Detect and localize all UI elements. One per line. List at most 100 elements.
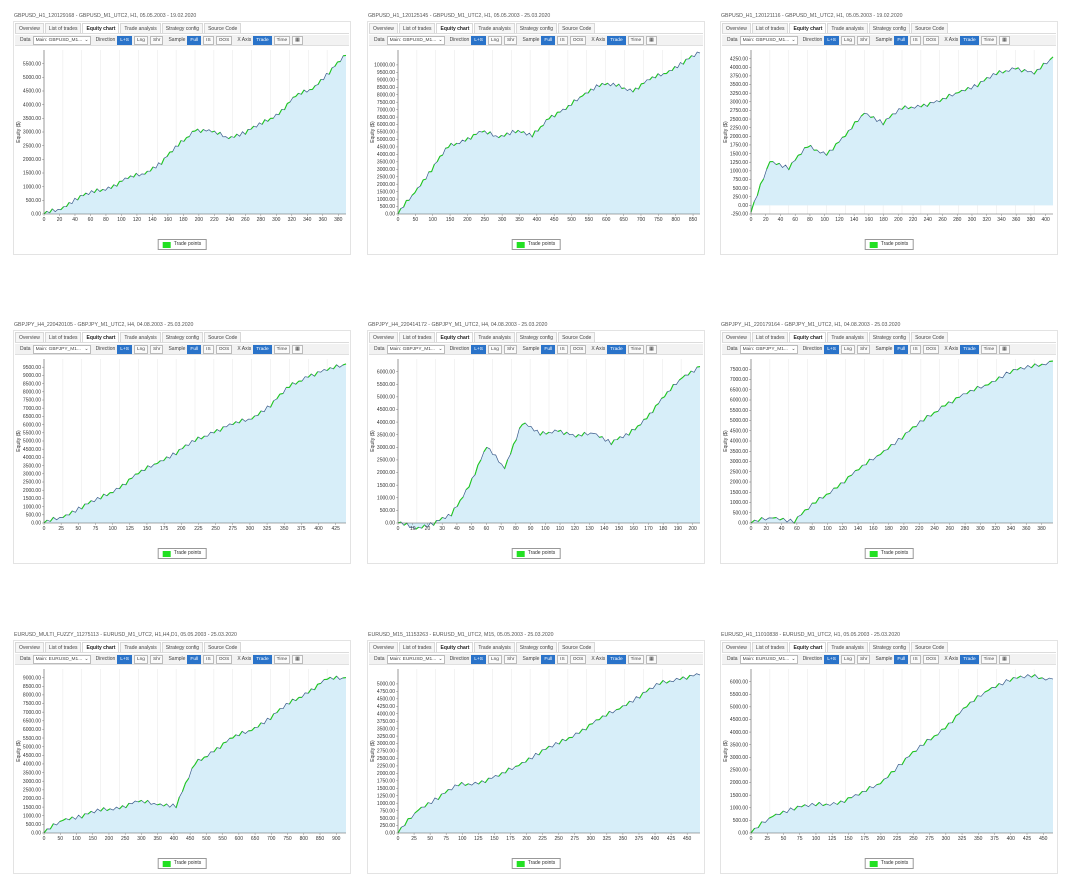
tab-strategy-config[interactable]: Strategy config [161, 332, 204, 342]
sample-button[interactable]: Full [894, 35, 909, 45]
direction-button[interactable]: L+S [471, 35, 486, 45]
tab-source-code[interactable]: Source Code [558, 332, 596, 342]
grid-icon[interactable]: ▦ [292, 35, 303, 45]
direction-button[interactable]: Shr [503, 35, 518, 45]
sample-button[interactable]: IS [557, 654, 568, 664]
tab-equity-chart[interactable]: Equity chart [436, 332, 474, 342]
tab-list-of-trades[interactable]: List of trades [398, 642, 436, 652]
tab-list-of-trades[interactable]: List of trades [398, 23, 436, 33]
tab-list-of-trades[interactable]: List of trades [44, 23, 82, 33]
sample-button[interactable]: OOS [215, 35, 233, 45]
sample-button[interactable]: IS [203, 654, 214, 664]
xaxis-button[interactable]: Time [980, 35, 998, 45]
direction-button[interactable]: L+S [824, 35, 839, 45]
tab-equity-chart[interactable]: Equity chart [789, 23, 827, 33]
tab-overview[interactable]: Overview [369, 642, 398, 652]
tab-equity-chart[interactable]: Equity chart [436, 23, 474, 33]
tab-trade-analysis[interactable]: Trade analysis [120, 332, 161, 342]
xaxis-button[interactable]: Trade [253, 344, 272, 354]
direction-button[interactable]: L+S [117, 35, 132, 45]
direction-button[interactable]: L+S [824, 654, 839, 664]
sample-button[interactable]: OOS [569, 344, 587, 354]
data-select[interactable]: Main: GBPJPY_M1... ⌄ [386, 344, 445, 354]
data-select[interactable]: Main: GBPJPY_M1... ⌄ [32, 344, 91, 354]
direction-button[interactable]: Lng [840, 344, 855, 354]
grid-icon[interactable]: ▦ [646, 35, 657, 45]
data-select[interactable]: Main: EURUSD_M1... ⌄ [739, 654, 798, 664]
data-select[interactable]: Main: GBPUSD_M1... ⌄ [739, 35, 798, 45]
chart-legend[interactable]: Trade points [864, 858, 914, 869]
xaxis-button[interactable]: Time [980, 344, 998, 354]
direction-button[interactable]: Shr [856, 344, 871, 354]
tab-source-code[interactable]: Source Code [911, 642, 949, 652]
tab-source-code[interactable]: Source Code [204, 23, 242, 33]
direction-button[interactable]: L+S [471, 344, 486, 354]
grid-icon[interactable]: ▦ [646, 654, 657, 664]
sample-button[interactable]: IS [910, 654, 921, 664]
sample-button[interactable]: OOS [922, 35, 940, 45]
chart-legend[interactable]: Trade points [511, 548, 561, 559]
grid-icon[interactable]: ▦ [999, 654, 1010, 664]
data-select[interactable]: Main: EURUSD_M1... ⌄ [32, 654, 91, 664]
sample-button[interactable]: Full [187, 344, 202, 354]
sample-button[interactable]: IS [910, 344, 921, 354]
direction-button[interactable]: Lng [487, 35, 502, 45]
sample-button[interactable]: Full [541, 654, 556, 664]
chart-legend[interactable]: Trade points [157, 239, 207, 250]
direction-button[interactable]: L+S [117, 344, 132, 354]
tab-equity-chart[interactable]: Equity chart [789, 642, 827, 652]
xaxis-button[interactable]: Trade [960, 654, 979, 664]
xaxis-button[interactable]: Time [627, 35, 645, 45]
sample-button[interactable]: IS [557, 344, 568, 354]
tab-list-of-trades[interactable]: List of trades [44, 332, 82, 342]
tab-equity-chart[interactable]: Equity chart [436, 642, 474, 652]
xaxis-button[interactable]: Trade [960, 35, 979, 45]
sample-button[interactable]: IS [910, 35, 921, 45]
tab-overview[interactable]: Overview [722, 332, 751, 342]
xaxis-button[interactable]: Time [273, 344, 291, 354]
xaxis-button[interactable]: Time [980, 654, 998, 664]
tab-trade-analysis[interactable]: Trade analysis [827, 332, 868, 342]
chart-legend[interactable]: Trade points [511, 858, 561, 869]
tab-list-of-trades[interactable]: List of trades [751, 23, 789, 33]
chart-legend[interactable]: Trade points [511, 239, 561, 250]
direction-button[interactable]: Lng [487, 344, 502, 354]
tab-strategy-config[interactable]: Strategy config [515, 332, 558, 342]
data-select[interactable]: Main: GBPJPY_M1... ⌄ [739, 344, 798, 354]
chart-legend[interactable]: Trade points [864, 548, 914, 559]
data-select[interactable]: Main: EURUSD_M1... ⌄ [386, 654, 445, 664]
tab-overview[interactable]: Overview [15, 332, 44, 342]
direction-button[interactable]: Shr [503, 344, 518, 354]
tab-source-code[interactable]: Source Code [204, 642, 242, 652]
tab-list-of-trades[interactable]: List of trades [751, 332, 789, 342]
tab-strategy-config[interactable]: Strategy config [161, 23, 204, 33]
tab-equity-chart[interactable]: Equity chart [789, 332, 827, 342]
xaxis-button[interactable]: Trade [607, 654, 626, 664]
xaxis-button[interactable]: Time [273, 654, 291, 664]
grid-icon[interactable]: ▦ [292, 344, 303, 354]
sample-button[interactable]: IS [203, 35, 214, 45]
sample-button[interactable]: OOS [569, 35, 587, 45]
tab-equity-chart[interactable]: Equity chart [82, 332, 120, 342]
tab-strategy-config[interactable]: Strategy config [868, 23, 911, 33]
tab-strategy-config[interactable]: Strategy config [515, 23, 558, 33]
tab-equity-chart[interactable]: Equity chart [82, 23, 120, 33]
xaxis-button[interactable]: Time [627, 344, 645, 354]
direction-button[interactable]: Shr [503, 654, 518, 664]
sample-button[interactable]: OOS [215, 654, 233, 664]
tab-list-of-trades[interactable]: List of trades [751, 642, 789, 652]
tab-source-code[interactable]: Source Code [911, 23, 949, 33]
tab-strategy-config[interactable]: Strategy config [868, 332, 911, 342]
tab-source-code[interactable]: Source Code [204, 332, 242, 342]
tab-overview[interactable]: Overview [722, 23, 751, 33]
direction-button[interactable]: L+S [471, 654, 486, 664]
sample-button[interactable]: OOS [922, 344, 940, 354]
tab-overview[interactable]: Overview [369, 23, 398, 33]
sample-button[interactable]: OOS [922, 654, 940, 664]
direction-button[interactable]: Shr [149, 654, 164, 664]
data-select[interactable]: Main: GBPUSD_M1... ⌄ [386, 35, 445, 45]
grid-icon[interactable]: ▦ [999, 344, 1010, 354]
grid-icon[interactable]: ▦ [999, 35, 1010, 45]
sample-button[interactable]: Full [894, 654, 909, 664]
tab-trade-analysis[interactable]: Trade analysis [474, 332, 515, 342]
